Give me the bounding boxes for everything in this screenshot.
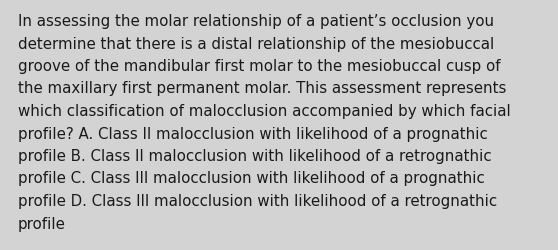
Text: determine that there is a distal relationship of the mesiobuccal: determine that there is a distal relatio… — [18, 36, 494, 51]
Text: groove of the mandibular first molar to the mesiobuccal cusp of: groove of the mandibular first molar to … — [18, 59, 501, 74]
Text: the maxillary first permanent molar. This assessment represents: the maxillary first permanent molar. Thi… — [18, 81, 506, 96]
Text: profile B. Class II malocclusion with likelihood of a retrognathic: profile B. Class II malocclusion with li… — [18, 148, 492, 163]
Text: which classification of malocclusion accompanied by which facial: which classification of malocclusion acc… — [18, 104, 511, 118]
Text: profile? A. Class II malocclusion with likelihood of a prognathic: profile? A. Class II malocclusion with l… — [18, 126, 488, 141]
Text: profile: profile — [18, 216, 66, 230]
Text: In assessing the molar relationship of a patient’s occlusion you: In assessing the molar relationship of a… — [18, 14, 494, 29]
Text: profile C. Class III malocclusion with likelihood of a prognathic: profile C. Class III malocclusion with l… — [18, 171, 485, 186]
Text: profile D. Class III malocclusion with likelihood of a retrognathic: profile D. Class III malocclusion with l… — [18, 193, 497, 208]
